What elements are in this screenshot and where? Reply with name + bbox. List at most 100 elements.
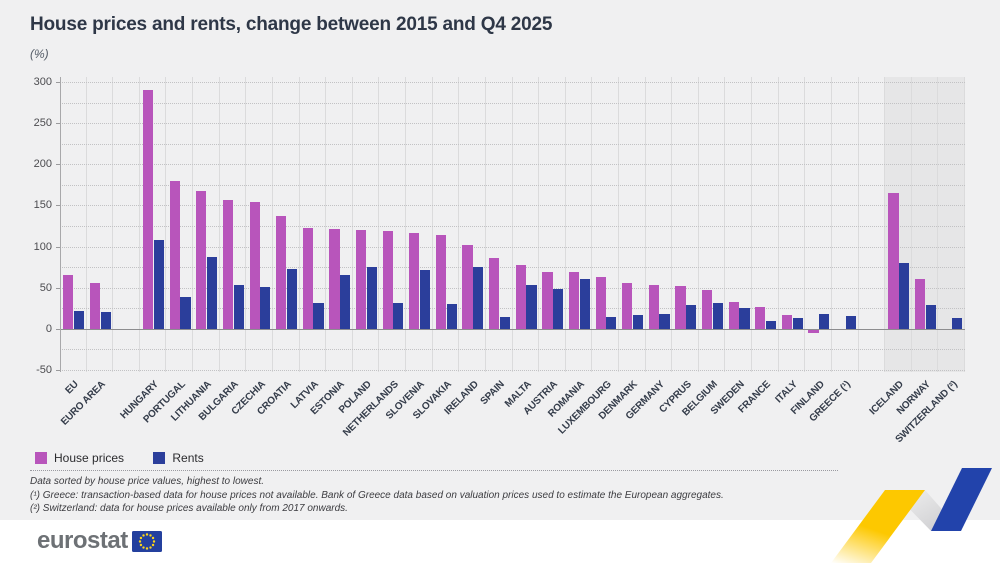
sort-note: Data sorted by house price values, highe… (30, 476, 265, 487)
unit-label: (%) (30, 47, 49, 61)
bar-rents-hungary (153, 239, 164, 329)
plot-area (56, 77, 965, 372)
gridline-v (671, 77, 673, 372)
gridline-h (60, 349, 965, 351)
bar-rents-euro-area (100, 312, 111, 329)
gridline-v (85, 77, 87, 372)
bar-rents-poland (366, 267, 377, 329)
gridline-v (937, 77, 939, 372)
bar-rents-ireland (473, 267, 484, 329)
footnotes: Data sorted by house price values, highe… (30, 475, 840, 516)
bar-house-prices-eu (63, 275, 74, 329)
gridline-v (138, 77, 140, 372)
y-axis-tick (56, 82, 60, 83)
bar-rents-norway (925, 304, 936, 329)
bar-rents-switzerland (952, 318, 963, 329)
bar-rents-estonia (340, 275, 351, 329)
bar-house-prices-malta (515, 265, 526, 329)
gridline-v (724, 77, 726, 372)
bar-house-prices-ireland (462, 244, 473, 329)
gridline-v (378, 77, 380, 372)
gridline-v (830, 77, 832, 372)
bar-rents-cyprus (686, 304, 697, 329)
page-title: House prices and rents, change between 2… (30, 14, 553, 35)
rents-swatch-icon (153, 452, 166, 464)
eurostat-logo-text: eurostat (37, 527, 128, 554)
y-axis-line (60, 77, 61, 372)
gridline-v (112, 77, 114, 372)
gridline-v (591, 77, 593, 372)
gridline-v (804, 77, 806, 372)
bar-house-prices-latvia (302, 227, 313, 329)
gridline-v (325, 77, 327, 372)
gridline-h (60, 267, 965, 269)
gridline-v (218, 77, 220, 372)
bar-rents-italy (792, 318, 803, 329)
bar-rents-luxembourg (606, 316, 617, 329)
bar-rents-iceland (899, 263, 910, 329)
gridline-h (60, 287, 965, 289)
house-prices-swatch-icon (35, 452, 47, 464)
gridline-v (564, 77, 566, 372)
bar-rents-france (765, 321, 777, 329)
y-axis-tick (56, 164, 60, 166)
bar-rents-slovakia (446, 304, 457, 329)
gridline-v (964, 77, 965, 372)
gridline-v (751, 77, 753, 372)
bar-rents-czechia (260, 286, 271, 329)
bar-house-prices-norway (914, 279, 926, 329)
bar-rents-bulgaria (233, 285, 244, 329)
gridline-v (538, 77, 540, 372)
gridline-h (60, 82, 965, 83)
gridline-h (60, 164, 965, 166)
bar-house-prices-denmark (622, 282, 633, 329)
gridline-v (644, 77, 646, 372)
gridline-h (60, 246, 965, 248)
bar-house-prices-luxembourg (595, 277, 606, 329)
bar-rents-netherlands (393, 303, 404, 329)
bar-house-prices-euro-area (89, 282, 100, 329)
bar-house-prices-italy (781, 314, 793, 329)
y-axis-labels: -50 0 50 100 150 200 250 300 (0, 76, 52, 376)
bar-house-prices-lithuania (196, 191, 207, 329)
gridline-v (910, 77, 912, 372)
gridline-v (405, 77, 407, 372)
eurostat-logo: eurostat (37, 527, 162, 555)
bar-rents-romania (579, 278, 590, 329)
gridline-v (271, 77, 273, 372)
bar-house-prices-bulgaria (222, 200, 234, 329)
y-tick-label: 50 (39, 281, 52, 294)
bar-rents-malta (526, 285, 537, 329)
gridline-v (458, 77, 460, 372)
bar-house-prices-iceland (888, 193, 899, 329)
bar-house-prices-sweden (728, 301, 739, 329)
y-tick-label: 150 (33, 199, 52, 212)
gridline-v (511, 77, 513, 372)
legend-item-rents: Rents (153, 451, 204, 465)
bar-rents-austria (553, 288, 564, 329)
bar-rents-germany (659, 314, 670, 329)
bar-house-prices-france (755, 306, 766, 329)
bar-rents-spain (499, 317, 510, 329)
y-tick-label: 100 (33, 240, 52, 253)
bar-house-prices-hungary (143, 90, 154, 329)
gridline-h (60, 102, 965, 104)
gridline-h (60, 308, 965, 310)
bar-rents-belgium (712, 302, 723, 329)
gridline-v (484, 77, 486, 372)
bar-house-prices-croatia (276, 216, 287, 329)
bar-house-prices-belgium (702, 290, 713, 329)
gridline-v (884, 77, 886, 372)
trend-ribbon-graphic (831, 468, 992, 563)
bar-house-prices-spain (489, 258, 500, 329)
gridline-v (245, 77, 247, 372)
y-axis-tick (56, 287, 60, 289)
bar-house-prices-estonia (329, 229, 340, 329)
chart-legend: House prices Rents (35, 451, 230, 465)
gridline-v (617, 77, 619, 372)
y-axis-tick (56, 328, 60, 330)
footnote-switzerland: (²) Switzerland: data for house prices a… (30, 503, 348, 514)
bar-rents-greece (845, 315, 856, 329)
gridline-v (431, 77, 433, 372)
